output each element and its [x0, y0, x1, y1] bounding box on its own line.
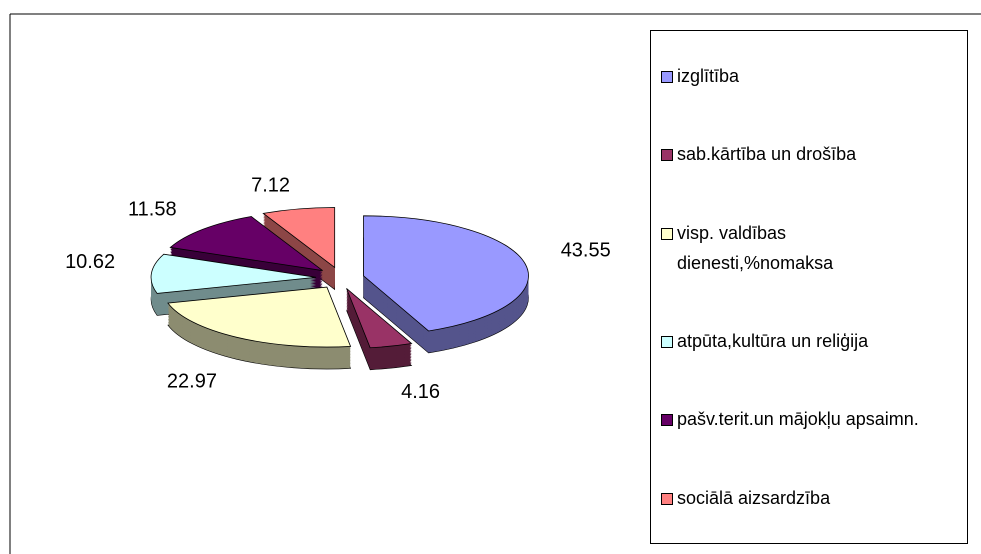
- legend-label: atpūta,kultūra un reliģija: [677, 331, 869, 352]
- slice: [262, 207, 336, 269]
- legend-swatch: [661, 336, 673, 349]
- legend-label: izglītība: [677, 66, 740, 87]
- legend-swatch: [661, 414, 673, 427]
- legend-item: pašv.terit.un mājokļu apsaimn.: [661, 404, 959, 434]
- legend-swatch: [661, 149, 673, 162]
- pie: [150, 207, 529, 371]
- legend-label: sab.kārtība un drošība: [677, 144, 857, 165]
- legend-swatch: [661, 71, 673, 84]
- legend-swatch: [661, 492, 673, 505]
- data-label: 43.55: [561, 239, 611, 261]
- slice: [167, 286, 352, 348]
- legend-item: izglītība: [661, 61, 959, 91]
- slice: [169, 216, 323, 271]
- legend-swatch: [661, 227, 673, 240]
- legend-item: sociālā aizsardzība: [661, 483, 959, 513]
- legend: izglītība sab.kārtība un drošība visp. val…: [650, 30, 968, 544]
- data-label: 11.58: [128, 198, 177, 220]
- legend-label: visp. valdības dienesti,%nomaksa: [677, 222, 834, 273]
- slice: [150, 253, 317, 294]
- data-label: 7.12: [251, 174, 290, 196]
- data-label: 4.16: [401, 381, 440, 403]
- data-label: 22.97: [167, 371, 217, 393]
- legend-item: sab.kārtība un drošība: [661, 139, 959, 169]
- legend-item: visp. valdības dienesti,%nomaksa: [661, 218, 959, 278]
- slice: [363, 215, 529, 332]
- slice: [346, 288, 413, 349]
- data-label: 10.62: [65, 251, 115, 273]
- legend-label: pašv.terit.un mājokļu apsaimn.: [677, 409, 919, 430]
- legend-item: atpūta,kultūra un reliģija: [661, 326, 959, 356]
- legend-label: sociālā aizsardzība: [677, 487, 831, 508]
